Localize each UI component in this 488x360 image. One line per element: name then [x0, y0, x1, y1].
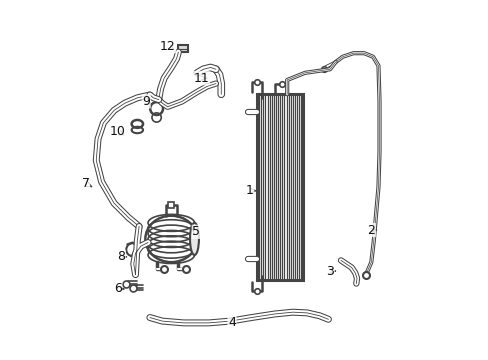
Text: 8: 8: [117, 250, 125, 263]
Text: 2: 2: [366, 224, 374, 237]
Ellipse shape: [190, 223, 199, 255]
Text: 11: 11: [193, 72, 209, 85]
Text: 10: 10: [109, 125, 125, 138]
Text: 12: 12: [160, 40, 175, 53]
Text: 7: 7: [81, 177, 89, 190]
Text: 9: 9: [142, 95, 150, 108]
Bar: [178, 45, 188, 53]
Text: 5: 5: [192, 225, 200, 238]
Bar: [257, 94, 303, 280]
Text: 4: 4: [227, 316, 235, 329]
Text: 1: 1: [245, 184, 253, 197]
Text: 6: 6: [114, 283, 122, 296]
Text: 3: 3: [325, 265, 333, 278]
